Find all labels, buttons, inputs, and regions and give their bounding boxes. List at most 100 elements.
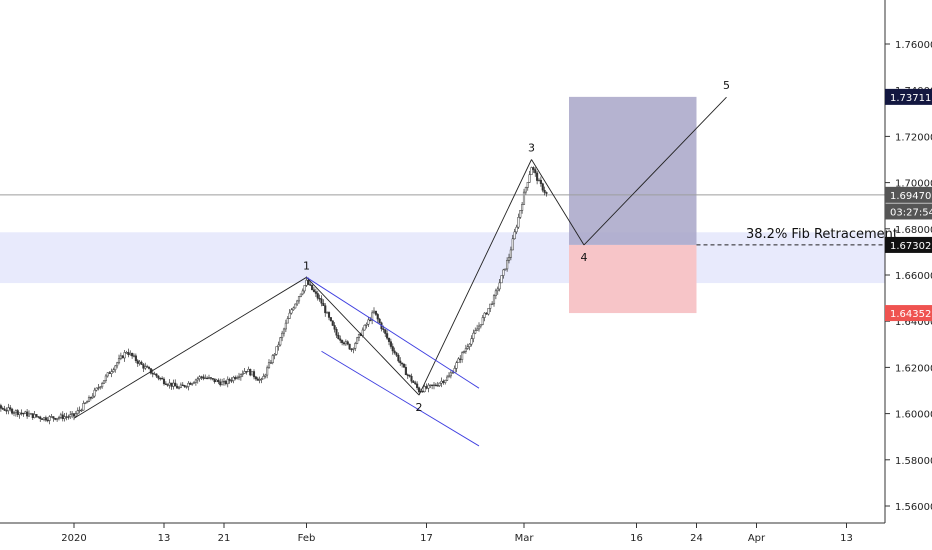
candle-body [191, 383, 194, 385]
candle-body [129, 352, 132, 355]
candle-body [487, 308, 490, 315]
candle-body [170, 382, 173, 387]
candle-body [307, 279, 310, 285]
price-tag-stop [885, 305, 932, 322]
candle-body [455, 362, 458, 369]
candle-body [31, 413, 34, 418]
elliott-wave-line[interactable] [73, 276, 307, 419]
price-tag-current-label: 1.69470 [890, 191, 931, 202]
y-tick-label: 1.68000 [895, 225, 932, 236]
candle-body [459, 358, 462, 360]
candle-body [354, 343, 357, 349]
candle-body [16, 410, 19, 415]
candle-body [72, 413, 76, 417]
candle-body [303, 285, 306, 292]
candle-body [466, 346, 469, 349]
candle-body [3, 408, 6, 411]
candle-body [421, 390, 424, 393]
candle-body [232, 377, 235, 381]
candle-body [155, 373, 158, 377]
candle-body [264, 374, 267, 377]
candle-body [172, 382, 175, 387]
candle-body [222, 380, 226, 383]
candle-body [309, 284, 312, 286]
candle-body [288, 312, 291, 319]
candle-body [382, 328, 385, 330]
candle-body [22, 412, 25, 415]
candle-body [539, 179, 542, 184]
candle-body [112, 369, 115, 372]
candle-body [436, 385, 439, 387]
candle-body [301, 290, 304, 295]
candle-body [299, 293, 302, 297]
profit-target-box[interactable] [569, 96, 697, 245]
candle-body [314, 291, 317, 294]
candle-body [365, 323, 368, 326]
stop-loss-box[interactable] [569, 244, 697, 314]
candle-body [401, 362, 404, 365]
candle-body [147, 367, 151, 369]
candle-body [386, 333, 389, 339]
wave-label-4: 4 [581, 251, 588, 264]
channel-line-2[interactable] [321, 350, 480, 447]
candle-body [297, 296, 301, 302]
candle-body [333, 325, 336, 330]
candle-body [215, 379, 218, 383]
candle-body [470, 338, 473, 345]
candle-body [269, 362, 272, 364]
y-tick-label: 1.66000 [895, 271, 932, 282]
channel-line-1[interactable] [306, 276, 480, 389]
y-tick-label: 1.58000 [895, 456, 932, 467]
candle-body [273, 353, 276, 356]
candle-body [327, 312, 331, 318]
candle-body [114, 365, 117, 371]
candle-body [116, 362, 119, 367]
candle-body [181, 384, 184, 386]
candle-body [417, 387, 421, 393]
price-tag-entry-label: 1.67302 [890, 241, 931, 252]
x-tick-label: Apr [748, 533, 766, 544]
candle-body [151, 372, 154, 375]
elliott-wave-line[interactable] [418, 159, 532, 396]
candle-body [247, 369, 250, 372]
wave-label-3: 3 [528, 142, 535, 155]
candle-body [56, 417, 59, 420]
candle-body [536, 172, 539, 181]
candle-body [399, 360, 402, 364]
candle-body [491, 303, 494, 305]
candle-body [138, 361, 141, 364]
candle-body [406, 374, 409, 376]
candle-body [485, 312, 488, 315]
candle-body [226, 378, 229, 385]
candle-body [440, 380, 443, 384]
candle-body [52, 416, 55, 419]
candle-body [262, 376, 265, 380]
candle-body [329, 317, 332, 322]
candle-body [494, 290, 497, 296]
candle-body [277, 344, 280, 347]
candle-body [153, 373, 156, 375]
x-tick-label: 21 [218, 533, 231, 544]
candle-body [320, 298, 323, 304]
elliott-wave-line[interactable] [531, 159, 585, 246]
candle-body [414, 382, 417, 385]
fib-retracement-label: 38.2% Fib Retracement [746, 227, 898, 242]
candle-body [14, 410, 17, 413]
candle-body [498, 282, 501, 290]
candle-body [228, 378, 231, 381]
candle-body [91, 395, 94, 399]
candle-body [502, 269, 505, 276]
candle-body [20, 412, 23, 414]
elliott-wave-line[interactable] [306, 276, 420, 396]
candle-body [185, 386, 188, 388]
candle-body [59, 414, 62, 418]
candle-body [431, 384, 434, 386]
candle-body [346, 341, 349, 345]
x-tick-label: 16 [630, 533, 643, 544]
candle-body [337, 334, 340, 340]
elliott-wave-line[interactable] [583, 96, 727, 246]
candle-body [284, 322, 287, 330]
candle-body [202, 376, 205, 379]
candle-body [324, 305, 327, 314]
